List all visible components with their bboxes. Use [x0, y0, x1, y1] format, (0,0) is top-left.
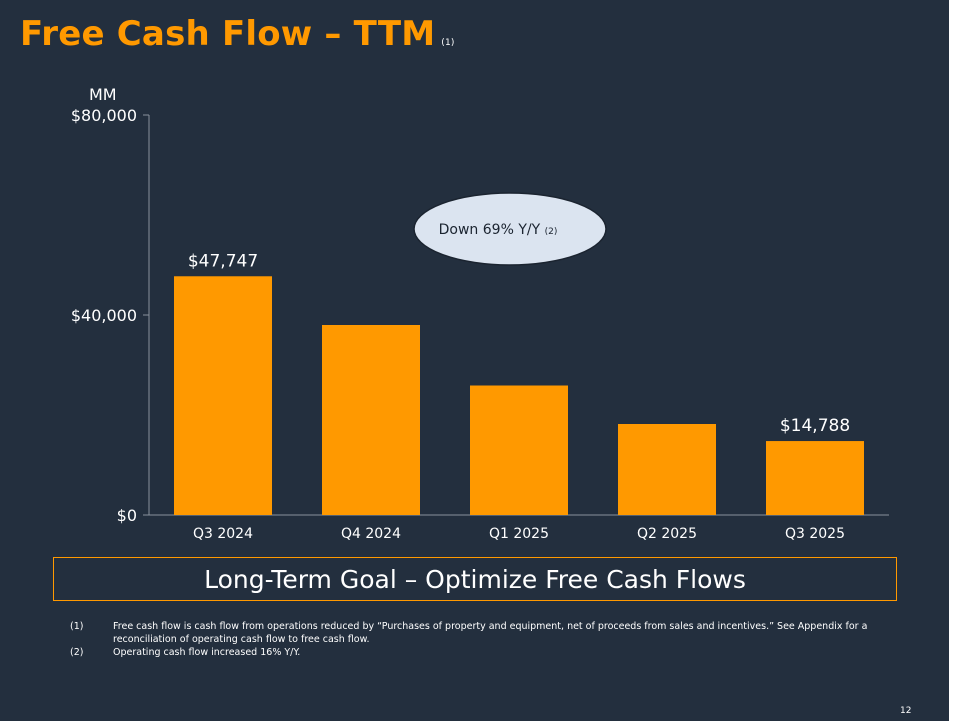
y-tick-label: $40,000: [71, 306, 137, 325]
footnote-text: Operating cash flow increased 16% Y/Y.: [113, 647, 301, 658]
bar: [470, 385, 568, 515]
x-tick-label: Q4 2024: [341, 526, 401, 542]
slide-title: Free Cash Flow – TTM (1): [20, 14, 455, 54]
free-cash-flow-chart: $0 $40,000 $80,000 MM Q3 2024 $47,747 Q4 2024 Q…: [71, 85, 889, 542]
bar: [322, 325, 420, 515]
data-label: $47,747: [188, 251, 258, 271]
title-text: Free Cash Flow – TTM: [20, 14, 436, 54]
footnotes: (1) Free cash flow is cash flow from ope…: [70, 620, 903, 659]
y-tick-label: $0: [117, 506, 137, 525]
title-footnote-ref: (1): [441, 38, 455, 48]
bar: [766, 441, 864, 515]
footnote-number: (2): [70, 647, 84, 658]
goal-text: Long-Term Goal – Optimize Free Cash Flow…: [204, 564, 746, 594]
bar: [618, 424, 716, 515]
x-tick-label: Q1 2025: [489, 526, 549, 542]
y-tick-label: $80,000: [71, 106, 137, 125]
x-tick-label: Q3 2024: [193, 526, 253, 542]
x-tick-label: Q2 2025: [637, 526, 697, 542]
footnote-text: Free cash flow is cash flow from operati…: [113, 621, 868, 645]
callout-text: Down 69% Y/Y (2): [439, 222, 558, 238]
data-label: $14,788: [780, 416, 850, 436]
long-term-goal-box: Long-Term Goal – Optimize Free Cash Flow…: [53, 557, 897, 601]
callout-ellipse: [413, 192, 607, 266]
bar: [174, 276, 272, 515]
y-axis-unit-label: MM: [89, 85, 117, 104]
page-number: 12: [900, 706, 912, 716]
footnote-number: (1): [70, 621, 84, 632]
footnote-1: (1) Free cash flow is cash flow from ope…: [70, 620, 903, 646]
footnote-2: (2) Operating cash flow increased 16% Y/…: [70, 646, 903, 659]
x-tick-label: Q3 2025: [785, 526, 845, 542]
